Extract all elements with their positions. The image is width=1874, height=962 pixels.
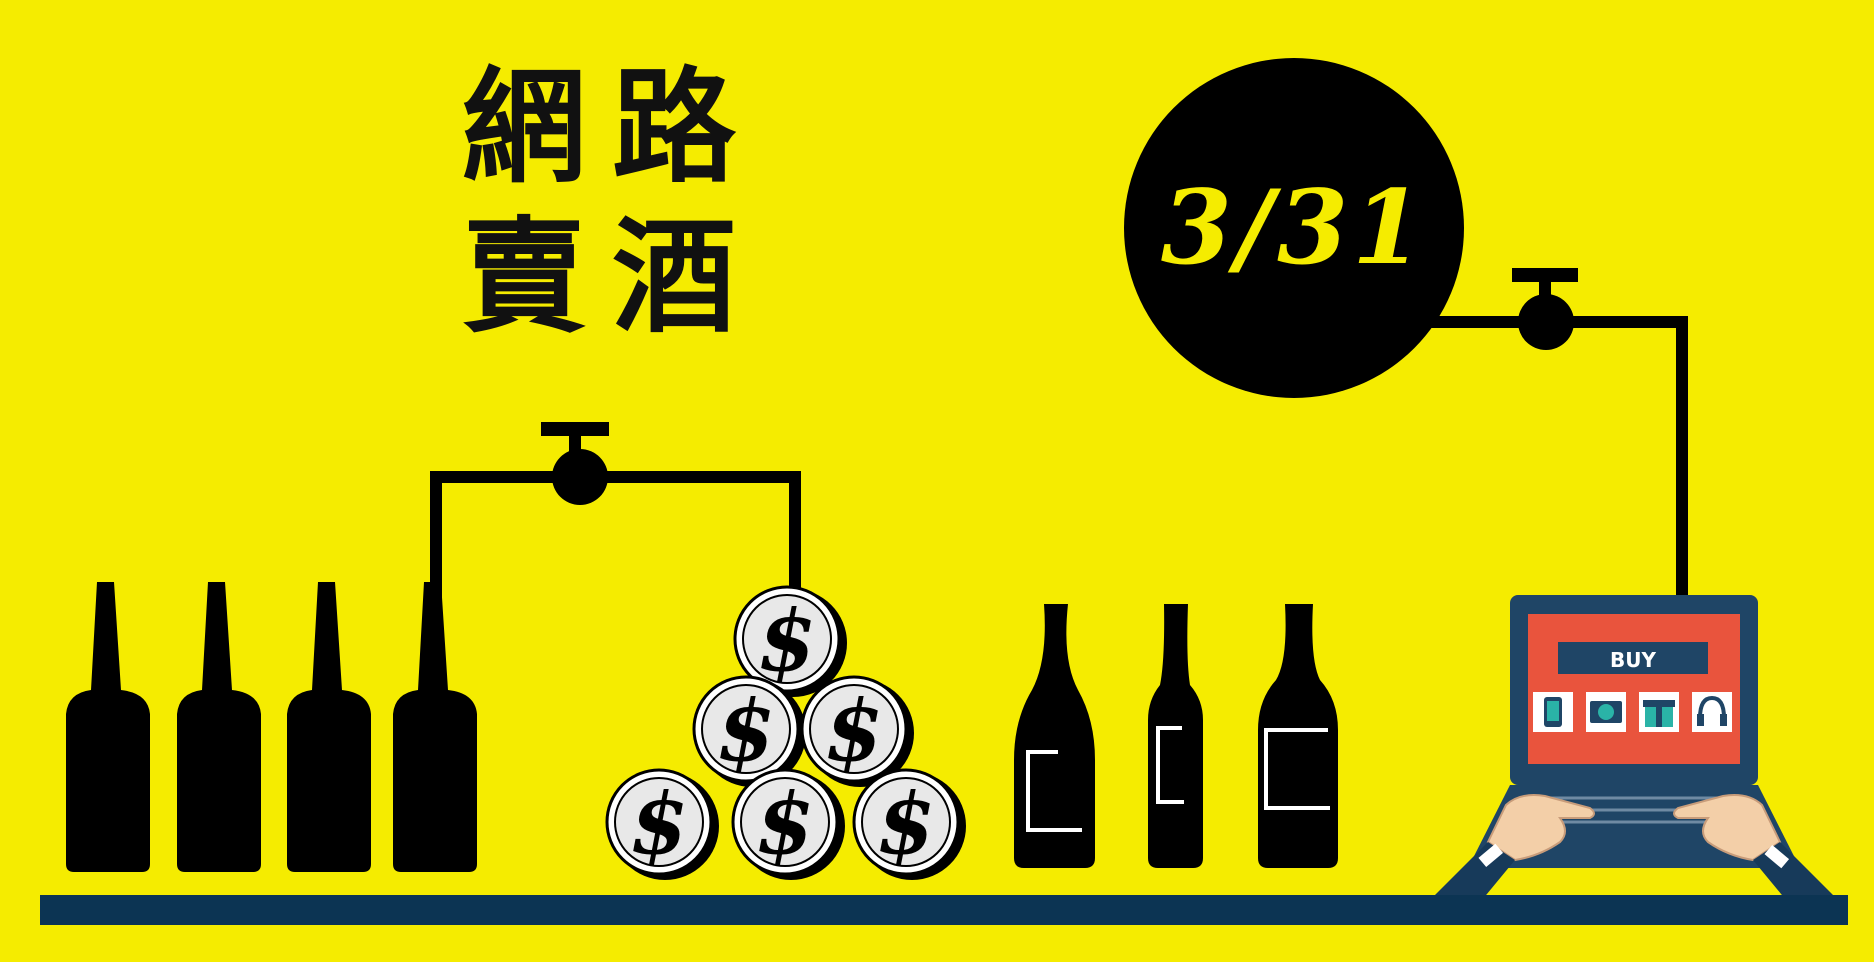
bottle-left-2	[177, 582, 261, 872]
headline-char-2: 路	[612, 56, 737, 200]
bottle-left-4	[393, 582, 477, 872]
date-text: 3/31	[1160, 168, 1428, 288]
wine-bottle-1	[1014, 604, 1095, 868]
bottle-left-1	[66, 582, 150, 872]
camera-icon	[1586, 692, 1626, 732]
right-valve-icon	[1512, 268, 1578, 350]
left-valve-pipe	[430, 471, 801, 600]
laptop-screen	[1528, 614, 1740, 764]
buy-banner	[1558, 642, 1708, 674]
coin-middle-left: $	[692, 675, 806, 787]
left-valve-icon	[541, 422, 609, 505]
coin-bottom-right-symbol: $	[877, 774, 935, 873]
wine-bottle-3	[1258, 604, 1338, 868]
coin-bottom-middle: $	[731, 768, 845, 880]
shelf	[40, 895, 1848, 925]
phone-icon	[1533, 692, 1573, 732]
right-valve-pipe	[1430, 316, 1688, 598]
coin-bottom-left: $	[605, 768, 719, 880]
coin-bottom-right: $	[852, 768, 966, 880]
gift-icon	[1639, 692, 1679, 732]
coin-top-symbol: $	[758, 591, 816, 690]
coin-middle-left-symbol: $	[717, 681, 775, 780]
coin-middle-right: $	[800, 675, 914, 787]
bottle-left-3	[287, 582, 371, 872]
coin-middle-right-symbol: $	[825, 681, 883, 780]
headline-char-3: 賣	[462, 206, 587, 350]
date-badge: 3/31	[1124, 58, 1464, 398]
headphones-icon	[1692, 692, 1732, 732]
coin-bottom-left-symbol: $	[630, 774, 688, 873]
headline-char-1: 網	[462, 56, 587, 200]
headline-char-4: 酒	[612, 206, 737, 350]
coin-bottom-middle-symbol: $	[756, 774, 814, 873]
coin-top: $	[733, 585, 847, 697]
laptop: BUY	[1430, 595, 1838, 900]
left-hand	[1430, 794, 1595, 900]
wine-bottle-2	[1148, 604, 1203, 868]
buy-banner-label: BUY	[1610, 648, 1656, 672]
right-hand	[1673, 794, 1838, 900]
